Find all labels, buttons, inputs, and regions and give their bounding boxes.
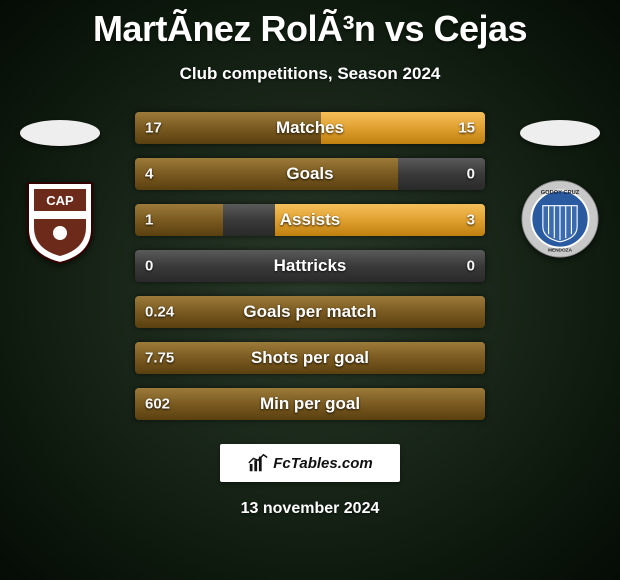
stat-label: Assists <box>280 210 340 230</box>
stat-label: Min per goal <box>260 394 360 414</box>
right-player-photo-placeholder <box>520 120 600 146</box>
chart-icon <box>247 452 269 474</box>
svg-text:GODOY CRUZ: GODOY CRUZ <box>541 190 580 196</box>
brand-box: FcTables.com <box>220 444 400 482</box>
stat-value-left: 602 <box>145 396 170 413</box>
stat-label: Hattricks <box>274 256 347 276</box>
stat-value-right: 15 <box>458 120 475 137</box>
stat-row: Goals 4 0 <box>135 158 485 190</box>
stat-label: Matches <box>276 118 344 138</box>
svg-text:CAP: CAP <box>46 193 74 208</box>
stat-row: Min per goal 602 <box>135 388 485 420</box>
comparison-card: MartÃ­nez RolÃ³n vs Cejas Club competiti… <box>0 0 620 580</box>
stat-value-left: 17 <box>145 120 162 137</box>
stat-row: Hattricks 0 0 <box>135 250 485 282</box>
left-player-column: CAP <box>20 120 100 264</box>
stat-label: Goals per match <box>243 302 376 322</box>
right-player-column: GODOY CRUZ MENDOZA <box>520 120 600 264</box>
page-title: MartÃ­nez RolÃ³n vs Cejas <box>93 8 527 50</box>
stat-value-right: 0 <box>467 166 475 183</box>
stat-value-left: 1 <box>145 212 153 229</box>
left-player-photo-placeholder <box>20 120 100 146</box>
stats-list: Matches1715Goals40Assists13Hattricks00Go… <box>135 112 485 420</box>
stat-value-left: 7.75 <box>145 350 174 367</box>
stat-bar-left <box>135 158 398 190</box>
stat-row: Matches 17 15 <box>135 112 485 144</box>
stat-label: Shots per goal <box>251 348 369 368</box>
stat-value-left: 4 <box>145 166 153 183</box>
left-club-crest: CAP <box>20 174 100 264</box>
stat-row: Goals per match 0.24 <box>135 296 485 328</box>
subtitle: Club competitions, Season 2024 <box>180 64 441 84</box>
brand-text: FcTables.com <box>273 455 372 472</box>
stat-value-left: 0.24 <box>145 304 174 321</box>
date-text: 13 november 2024 <box>241 500 380 518</box>
stat-row: Shots per goal 7.75 <box>135 342 485 374</box>
svg-text:MENDOZA: MENDOZA <box>548 247 573 253</box>
stat-value-right: 0 <box>467 258 475 275</box>
stat-value-right: 3 <box>467 212 475 229</box>
right-club-crest: GODOY CRUZ MENDOZA <box>520 174 600 264</box>
stat-row: Assists 1 3 <box>135 204 485 236</box>
stat-label: Goals <box>286 164 333 184</box>
stat-value-left: 0 <box>145 258 153 275</box>
